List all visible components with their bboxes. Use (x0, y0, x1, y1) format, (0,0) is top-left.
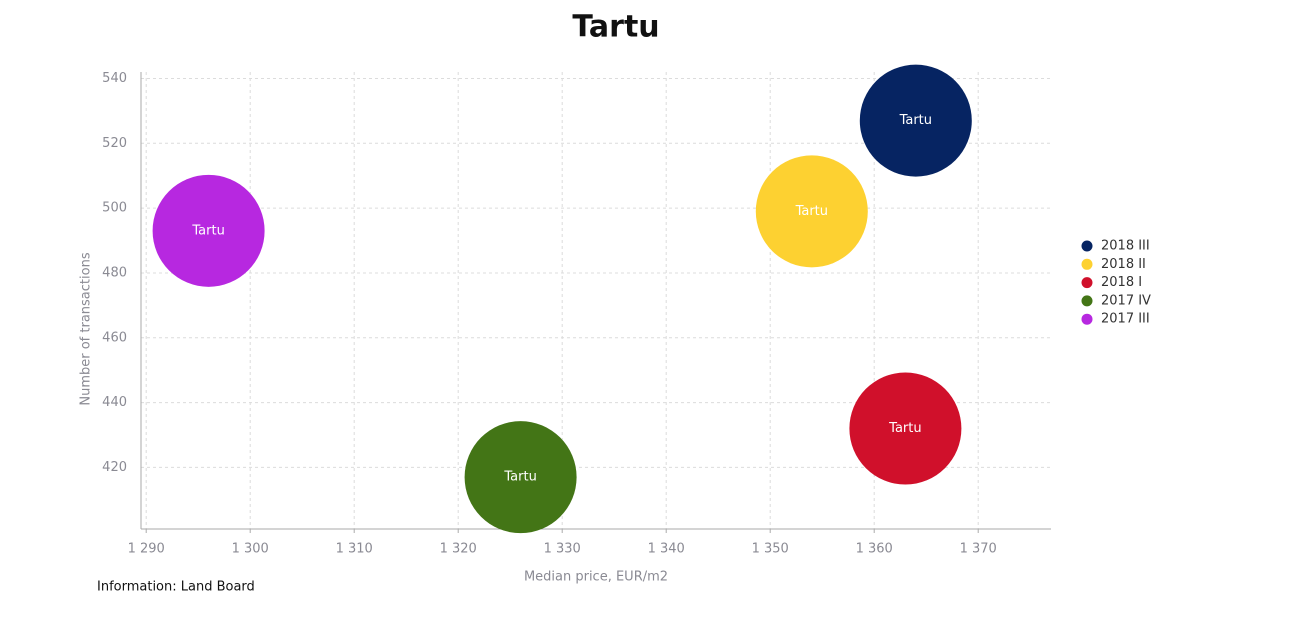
x-tick-label: 1 330 (544, 542, 581, 557)
x-tick-label: 1 310 (336, 542, 373, 557)
x-tick-label: 1 370 (960, 542, 997, 557)
bubble (152, 174, 265, 287)
y-tick-label: 500 (102, 201, 127, 216)
y-tick-label: 480 (102, 265, 127, 280)
data-label: Tartu (888, 421, 921, 436)
legend-label: 2018 I (1101, 275, 1142, 290)
y-axis-title: Number of transactions (79, 252, 94, 405)
data-label: Tartu (899, 113, 932, 128)
x-tick-label: 1 320 (440, 542, 477, 557)
chart-title: Tartu (572, 10, 659, 45)
bubble (859, 64, 972, 177)
x-tick-label: 1 290 (128, 542, 165, 557)
legend-marker (1081, 277, 1093, 289)
y-tick-label: 440 (102, 395, 127, 410)
x-axis-title: Median price, EUR/m2 (524, 570, 668, 585)
legend-label: 2017 III (1101, 312, 1150, 327)
bubble (755, 155, 868, 268)
data-label: Tartu (503, 470, 536, 485)
legend-marker (1081, 313, 1093, 325)
legend-label: 2018 III (1101, 239, 1150, 254)
legend-label: 2017 IV (1101, 293, 1151, 308)
x-tick-label: 1 360 (856, 542, 893, 557)
legend-marker (1081, 258, 1093, 270)
legend-label: 2018 II (1101, 257, 1146, 272)
x-tick-label: 1 340 (648, 542, 685, 557)
source-note: Information: Land Board (97, 580, 255, 595)
data-label: Tartu (795, 204, 828, 219)
bubble (849, 372, 962, 485)
x-tick-label: 1 300 (232, 542, 269, 557)
y-tick-label: 460 (102, 330, 127, 345)
legend-marker (1081, 240, 1093, 252)
y-tick-label: 540 (102, 71, 127, 86)
legend-marker (1081, 295, 1093, 307)
bubble (464, 421, 577, 534)
x-tick-label: 1 350 (752, 542, 789, 557)
data-label: Tartu (191, 223, 224, 238)
y-tick-label: 520 (102, 136, 127, 151)
y-tick-label: 420 (102, 460, 127, 475)
